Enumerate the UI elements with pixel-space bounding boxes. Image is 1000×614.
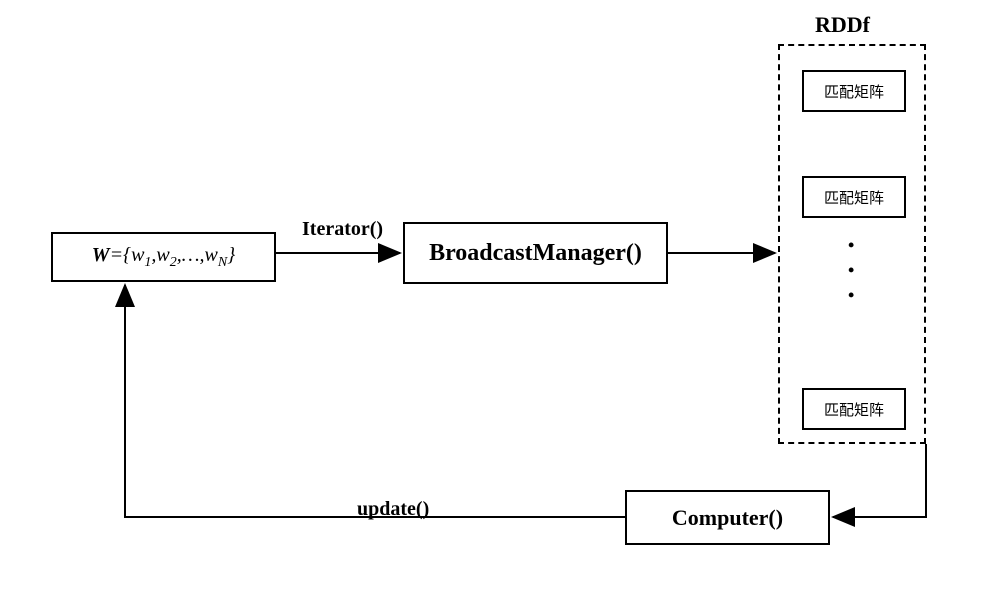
ellipsis-dot: • bbox=[848, 260, 854, 281]
ellipsis-dot: • bbox=[848, 235, 854, 256]
matrix-box-3: 匹配矩阵 bbox=[802, 388, 906, 430]
matrix-label-2: 匹配矩阵 bbox=[824, 187, 884, 208]
broadcast-manager-box: BroadcastManager() bbox=[403, 222, 668, 284]
ellipsis-dot: • bbox=[848, 285, 854, 306]
matrix-box-2: 匹配矩阵 bbox=[802, 176, 906, 218]
iterator-label: Iterator() bbox=[302, 218, 383, 241]
matrix-label-1: 匹配矩阵 bbox=[824, 81, 884, 102]
computer-label: Computer() bbox=[672, 505, 783, 531]
w-set-content: W={w1,w2,…,wN} bbox=[92, 244, 235, 271]
computer-box: Computer() bbox=[625, 490, 830, 545]
broadcast-manager-label: BroadcastManager() bbox=[429, 240, 642, 267]
matrix-box-1: 匹配矩阵 bbox=[802, 70, 906, 112]
diagram-canvas: W={w1,w2,…,wN} BroadcastManager() RDDf 匹… bbox=[0, 0, 1000, 614]
matrix-label-3: 匹配矩阵 bbox=[824, 399, 884, 420]
w-set-box: W={w1,w2,…,wN} bbox=[51, 232, 276, 282]
update-label: update() bbox=[357, 498, 429, 521]
rddf-title: RDDf bbox=[815, 12, 870, 38]
